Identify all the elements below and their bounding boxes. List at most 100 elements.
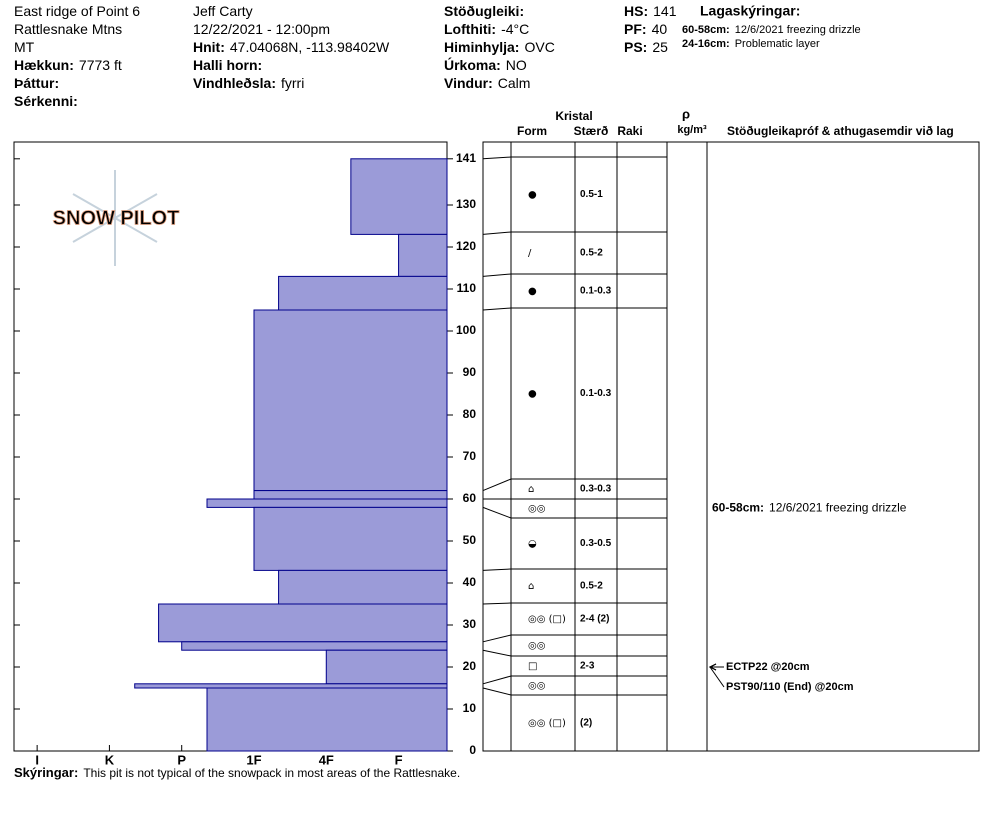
header-field-label: Úrkoma: (444, 56, 501, 73)
grain-form: ◎◎ (528, 681, 545, 692)
header-field: 12/22/2021 - 12:00pm (193, 21, 330, 37)
layer-note: 60-58cm: 12/6/2021 freezing drizzle (682, 24, 861, 36)
header-field-label: PF: (624, 21, 647, 37)
grain-size: (2) (580, 718, 592, 729)
header-field-value: -4°C (501, 21, 529, 37)
header-comments: Stöðugleikapróf & athugasemdir við lag (727, 124, 954, 138)
header-field-value: East ridge of Point 6 (14, 3, 140, 19)
hardness-bar (206, 687, 448, 752)
header-size: Stærð (574, 124, 609, 138)
header-field-value: 25 (652, 39, 668, 55)
header-field-value: 7773 ft (79, 57, 122, 73)
header-field-value: 12/22/2021 - 12:00pm (193, 21, 330, 37)
y-tick-label: 130 (456, 197, 476, 211)
layer-connector (482, 156, 512, 160)
layer-connector (482, 231, 512, 235)
grain-form: ◎◎ (□) (528, 718, 566, 729)
header-field-value: Rattlesnake Mtns (14, 21, 122, 37)
x-tick-label: P (177, 752, 186, 767)
layer-connector (482, 675, 512, 685)
layer-comment-value: 12/6/2021 freezing drizzle (769, 501, 907, 515)
x-tick-label: 1F (246, 752, 261, 767)
x-tick-label: F (395, 752, 403, 767)
grain-form: ● (528, 286, 537, 297)
header-field: Úrkoma: NO (444, 56, 527, 73)
layer-connector (482, 273, 512, 277)
grain-form: ⌂ (528, 484, 534, 495)
hardness-bar (325, 649, 448, 685)
header-field-value: 47.04068N, -113.98402W (230, 39, 390, 55)
footer-label: Skýringar: (14, 765, 78, 780)
header-field-value: Calm (498, 75, 531, 91)
logo-text: SNOW PILOT (53, 207, 180, 229)
grain-size: 0.5-2 (580, 248, 603, 259)
layer-connector (482, 602, 512, 605)
x-tick-label: I (35, 752, 39, 767)
y-tick-label: 0 (469, 743, 476, 757)
header-field: PF: 40 (624, 21, 667, 37)
header-field-label: Lofthiti: (444, 21, 496, 37)
header-field-label: HS: (624, 3, 648, 19)
y-tick-label: 70 (463, 449, 477, 463)
y-tick-label: 20 (463, 659, 477, 673)
header-field-label: PS: (624, 39, 647, 55)
hardness-bar (181, 641, 448, 651)
header-field-label: Sérkenni: (14, 93, 78, 109)
header-field-value: Jeff Carty (193, 3, 253, 19)
hardness-bar (398, 233, 448, 277)
grain-size: 2-4 (2) (580, 614, 609, 625)
header-field: Halli horn: (193, 57, 262, 73)
y-tick-label: 30 (463, 617, 477, 631)
layer-comment-label: 60-58cm: (712, 501, 764, 515)
grain-size: 0.5-2 (580, 581, 603, 592)
grain-size: 0.1-0.3 (580, 388, 612, 399)
y-tick-label: 60 (463, 491, 477, 505)
y-tick-label: 80 (463, 407, 477, 421)
header-field: Lofthiti: -4°C (444, 21, 529, 37)
header-field: Vindhleðsla: fyrri (193, 75, 304, 91)
y-tick-label: 141 (456, 151, 476, 165)
layer-note: 24-16cm: Problematic layer (682, 38, 820, 50)
grain-form: ◎◎ (528, 504, 545, 515)
y-tick-label: 90 (463, 365, 477, 379)
y-tick-label: 40 (463, 575, 477, 589)
grain-form: ● (528, 389, 537, 400)
header-field: MT (14, 39, 35, 55)
header-field-label: Vindhleðsla: (193, 75, 276, 91)
grain-size: 0.3-0.5 (580, 538, 612, 549)
header-moisture: Raki (617, 124, 642, 138)
header-field: Vindur: Calm (444, 75, 530, 91)
header-field: HS: 141 (624, 3, 677, 19)
header-field-value: OVC (524, 39, 554, 55)
header-density: ρ (682, 106, 690, 121)
layer-connector (482, 649, 512, 657)
header-form: Form (517, 124, 547, 138)
x-tick-label: K (105, 752, 115, 767)
y-tick-label: 10 (463, 701, 477, 715)
test-result: PST90/110 (End) @20cm (726, 681, 854, 693)
layer-connector (482, 634, 512, 643)
header-field: PS: 25 (624, 39, 668, 55)
hardness-bar (278, 275, 448, 311)
header-field-value: MT (14, 39, 35, 55)
grain-form: ◎◎ (528, 641, 545, 652)
layer-note-label: 60-58cm: (682, 24, 730, 36)
footer-text: This pit is not typical of the snowpack … (83, 766, 460, 780)
header-field: Himinhylja: OVC (444, 39, 555, 55)
hardness-bar (206, 498, 448, 508)
hardness-bar (253, 506, 448, 571)
grain-form: ◒ (528, 539, 537, 550)
layer-connector (482, 506, 512, 519)
header-field: Hnit: 47.04068N, -113.98402W (193, 39, 390, 55)
layer-connector (482, 568, 512, 571)
grain-size: 0.1-0.3 (580, 286, 612, 297)
test-arrowhead (708, 663, 717, 671)
layer-connector (482, 478, 512, 492)
grain-form: ◎◎ (□) (528, 614, 566, 625)
header-field: Stöðugleiki: (444, 3, 524, 19)
test-arrow (709, 666, 725, 688)
layer-comment: 60-58cm: 12/6/2021 freezing drizzle (712, 501, 907, 515)
layer-note-value: 12/6/2021 freezing drizzle (735, 24, 861, 36)
layer-connector (482, 687, 512, 696)
